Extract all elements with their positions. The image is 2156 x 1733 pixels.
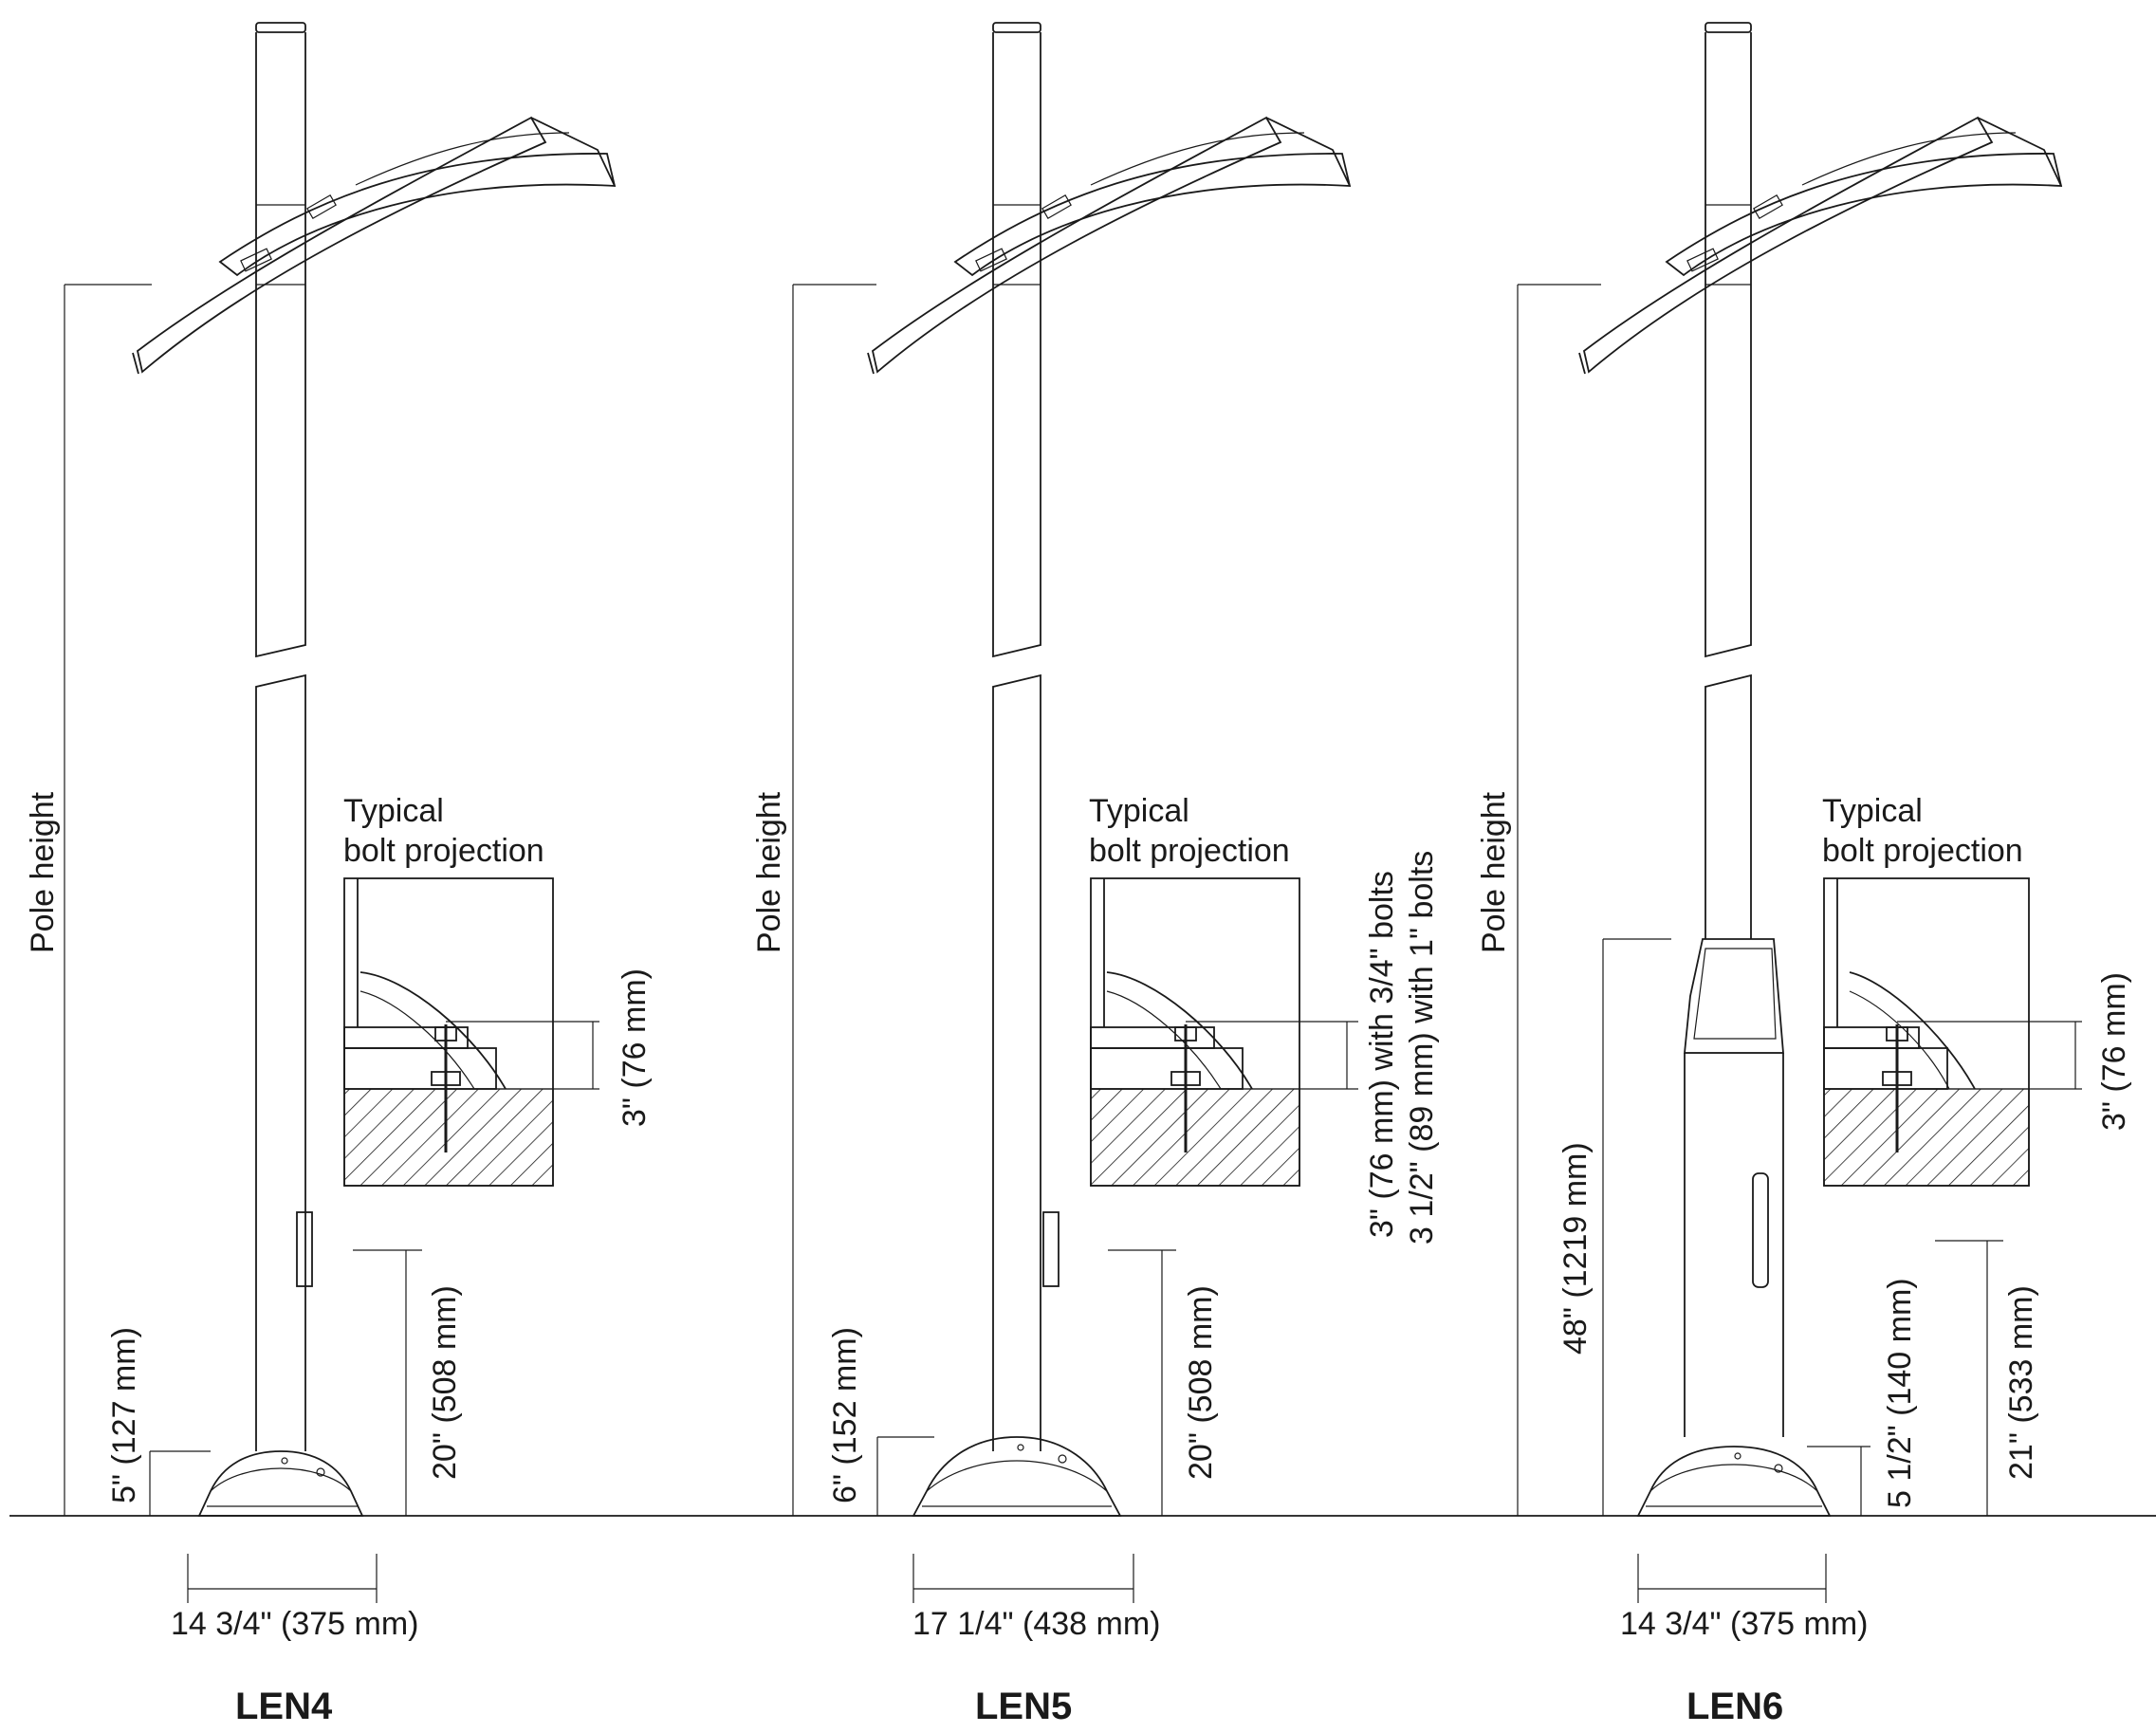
len5-bolt-title-2: bolt projection (1089, 833, 1290, 869)
len6-bolt-title-1: Typical (1822, 793, 1923, 829)
len4-base-height: 5" (127 mm) (106, 1327, 142, 1503)
len5-luminaire (867, 116, 1352, 375)
len6-base-width: 14 3/4" (375 mm) (1620, 1606, 1869, 1642)
len4-handhole (296, 1211, 313, 1287)
len6-door-height: 21" (533 mm) (2003, 1285, 2039, 1480)
len4-base (197, 1450, 364, 1517)
len5-drawing (792, 22, 1358, 1603)
len4-luminaire (132, 116, 617, 375)
len4-bolt-detail (343, 877, 599, 1187)
len6-pole-height-label: Pole height (1476, 791, 1512, 953)
len6-shroud (1684, 938, 1784, 1437)
len5-bolt-dim-2: 3 1/2" (89 mm) with 1" bolts (1404, 851, 1440, 1244)
len5-base (912, 1436, 1122, 1517)
len4-bolt-title-2: bolt projection (343, 833, 544, 869)
len5-bolt-dim-1: 3" (76 mm) with 3/4" bolts (1364, 871, 1400, 1238)
len5-handhole (1042, 1211, 1060, 1287)
len5-pole-cap (992, 22, 1041, 33)
len5-pole-lower (992, 673, 1041, 1451)
len6-bolt-dim: 3" (76 mm) (2096, 972, 2132, 1131)
len4-pole-lower (255, 673, 306, 1451)
len6-model-title: LEN6 (1686, 1686, 1783, 1727)
len4-drawing (64, 22, 617, 1603)
len5-base-height: 6" (152 mm) (827, 1327, 863, 1503)
len6-pole-lower (1705, 673, 1752, 939)
len6-base-height: 5 1/2" (140 mm) (1882, 1278, 1918, 1508)
len5-door-height: 20" (508 mm) (1183, 1285, 1219, 1480)
len4-base-width: 14 3/4" (375 mm) (171, 1606, 419, 1642)
len4-model-title: LEN4 (235, 1686, 333, 1727)
len6-base (1636, 1446, 1832, 1517)
len6-luminaire (1578, 116, 2063, 375)
len5-bolt-detail (1090, 877, 1358, 1187)
len6-drawing (1517, 22, 2082, 1603)
len4-bolt-dim: 3" (76 mm) (617, 968, 653, 1127)
len5-pole-height-label: Pole height (751, 791, 787, 953)
len4-pole-height-label: Pole height (25, 791, 61, 953)
len5-model-title: LEN5 (975, 1686, 1072, 1727)
len6-bolt-title-2: bolt projection (1822, 833, 2023, 869)
len6-pole-cap (1705, 22, 1752, 33)
len4-door-height: 20" (508 mm) (427, 1285, 463, 1480)
len4-pole-cap (255, 22, 306, 33)
len4-bolt-title-1: Typical (343, 793, 444, 829)
len4-pole-upper (255, 32, 306, 658)
len6-shroud-height: 48" (1219 mm) (1557, 1142, 1594, 1355)
len5-base-width: 17 1/4" (438 mm) (912, 1606, 1161, 1642)
len5-bolt-title-1: Typical (1089, 793, 1189, 829)
len6-pole-upper (1705, 32, 1752, 658)
len5-pole-upper (992, 32, 1041, 658)
len6-bolt-detail (1823, 877, 2082, 1187)
